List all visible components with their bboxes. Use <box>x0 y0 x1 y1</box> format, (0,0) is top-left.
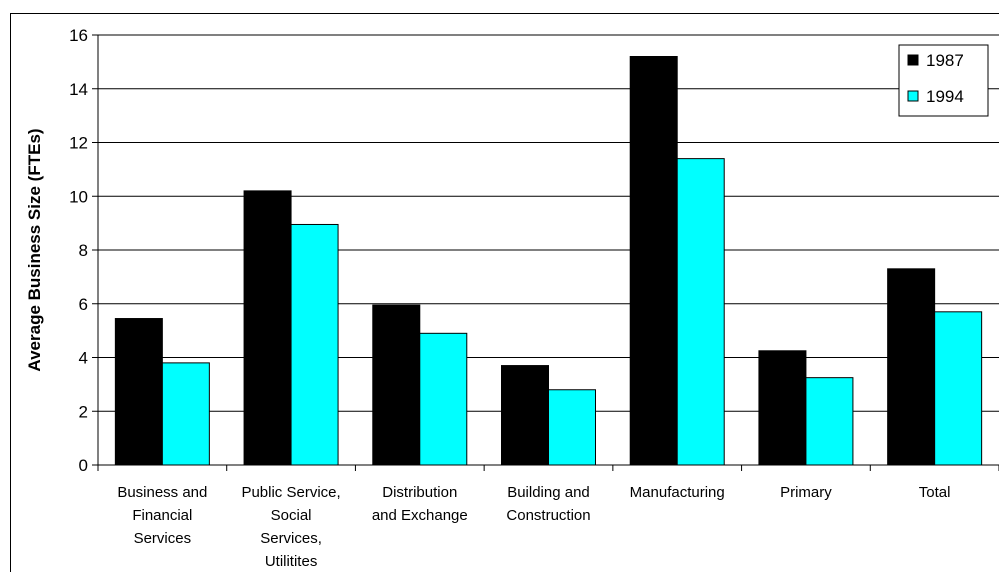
bar-1987 <box>629 56 678 466</box>
gridlines <box>98 34 999 412</box>
legend-label-1994: 1994 <box>926 87 964 106</box>
y-tick-label: 16 <box>69 26 88 45</box>
bar-1987 <box>758 350 807 466</box>
y-axis-label: Average Business Size (FTEs) <box>25 128 44 371</box>
y-tick-label: 12 <box>69 134 88 153</box>
bar-1987 <box>372 304 421 466</box>
bars <box>114 56 983 466</box>
y-tick-label: 8 <box>79 241 88 260</box>
bar-1994 <box>934 311 983 466</box>
y-tick-label: 4 <box>79 349 88 368</box>
axes <box>92 34 999 471</box>
bar-1994 <box>805 377 854 466</box>
bar-1987 <box>243 190 292 466</box>
bar-1987 <box>114 318 163 466</box>
x-tick-labels: Business and Financial Services Public Serv… <box>117 484 950 570</box>
bar-1987 <box>887 268 936 466</box>
y-tick-label: 14 <box>69 80 88 99</box>
x-tick-label: Building and Construction <box>506 484 590 524</box>
legend-label-1987: 1987 <box>926 51 964 70</box>
y-tick-labels: 0 2 4 6 8 10 12 14 16 <box>69 26 88 475</box>
y-tick-label: 6 <box>79 295 88 314</box>
legend-swatch-1987 <box>907 54 919 66</box>
x-tick-label: Public Service, Social Services, Utilitites <box>241 484 340 570</box>
y-tick-label: 2 <box>79 402 88 421</box>
bar-1994 <box>290 223 339 466</box>
legend-swatch-1994 <box>907 90 919 102</box>
x-tick-label: Total <box>919 484 951 501</box>
x-tick-label: Manufacturing <box>630 484 725 501</box>
x-tick-label: Business and Financial Services <box>117 484 207 547</box>
bar-1994 <box>548 389 596 466</box>
x-tick-label: Distribution and Exchange <box>372 484 468 524</box>
bar-1994 <box>419 332 468 466</box>
legend: 1987 1994 <box>898 44 989 117</box>
bar-1994 <box>161 362 210 466</box>
bar-1987 <box>501 365 549 466</box>
chart-frame <box>10 13 999 572</box>
y-tick-label: 0 <box>79 456 88 475</box>
y-tick-label: 10 <box>69 187 88 206</box>
x-tick-label: Primary <box>780 484 832 501</box>
bar-1994 <box>676 158 725 466</box>
